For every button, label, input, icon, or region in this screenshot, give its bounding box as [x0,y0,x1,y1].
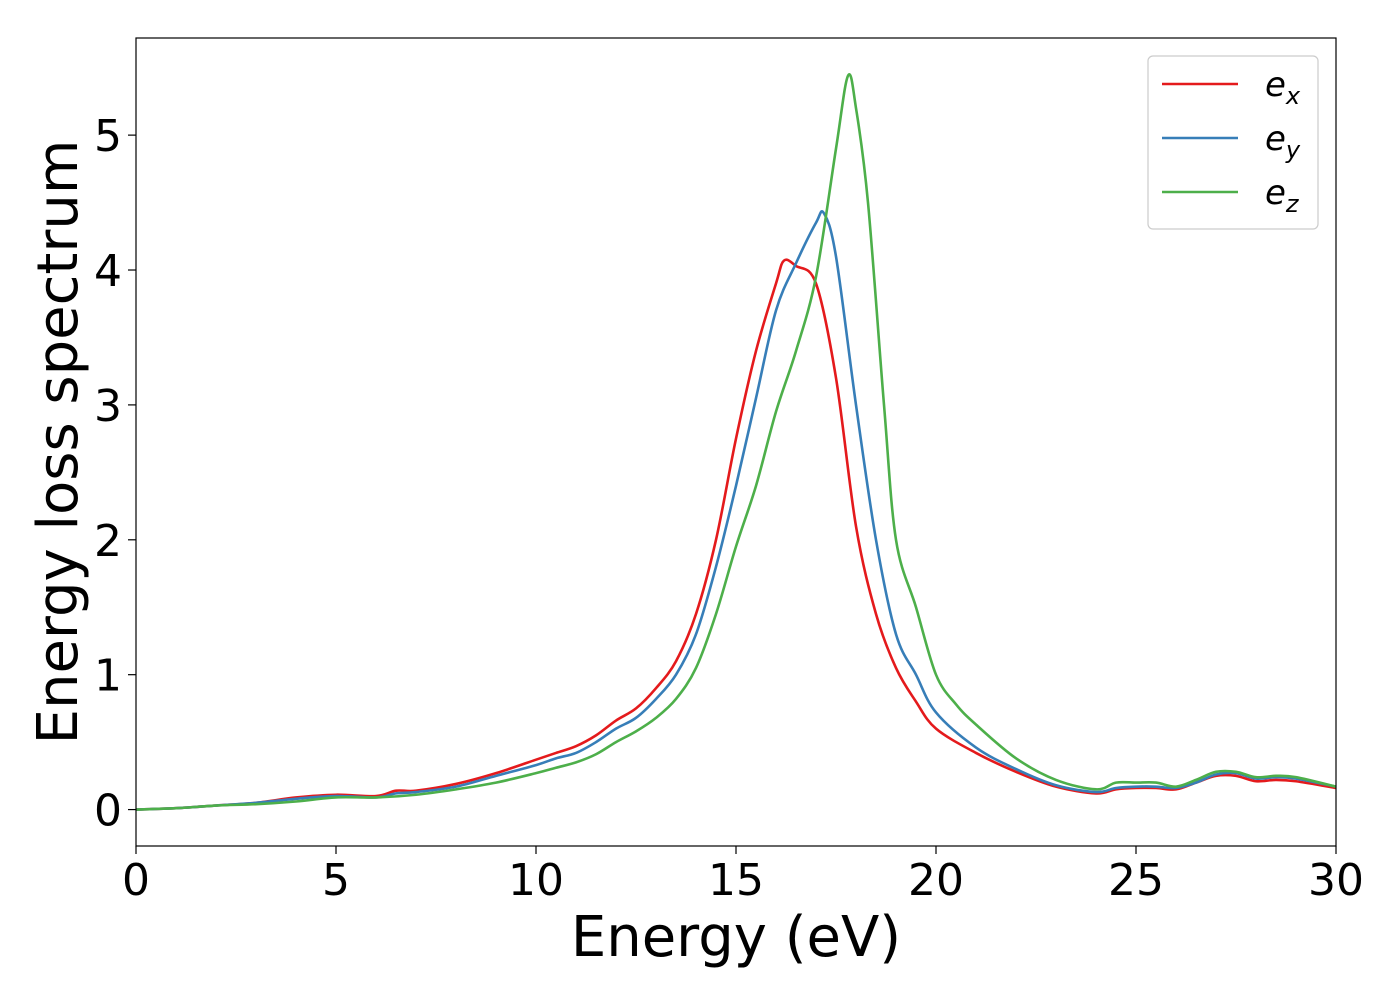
y-tick-label: 0 [94,786,122,837]
x-axis-title: Energy (eV) [571,905,901,970]
x-tick-label: 20 [908,855,964,906]
legend-box [1147,55,1319,230]
series-line-ex [135,258,1337,811]
y-axis-title: Energy loss spectrum [26,140,91,745]
x-tick-label: 15 [708,855,764,906]
x-tick-label: 30 [1308,855,1364,906]
legend-label-ez: ez [1265,173,1300,218]
x-tick-label: 5 [322,855,350,906]
legend-label-ex: ex [1265,65,1301,110]
x-tick-label: 0 [122,855,150,906]
plot-frame [135,37,1337,847]
x-tick-label: 25 [1108,855,1164,906]
x-tick-label: 10 [508,855,564,906]
legend: ex ey ez [1147,55,1319,230]
series-line-ez [135,73,1337,811]
tick-layer: 0 5 10 15 20 25 30 0 1 2 3 4 5 [94,111,1364,906]
series-line-ey [135,209,1337,811]
y-tick-label: 2 [94,516,122,567]
legend-entries: ex ey ez [1162,65,1301,218]
y-tick-label: 4 [94,246,122,297]
y-tick-label: 1 [94,651,122,702]
y-tick-label: 3 [94,381,122,432]
y-tick-label: 5 [94,111,122,162]
legend-label-ey: ey [1265,119,1301,164]
series-layer [135,73,1337,811]
